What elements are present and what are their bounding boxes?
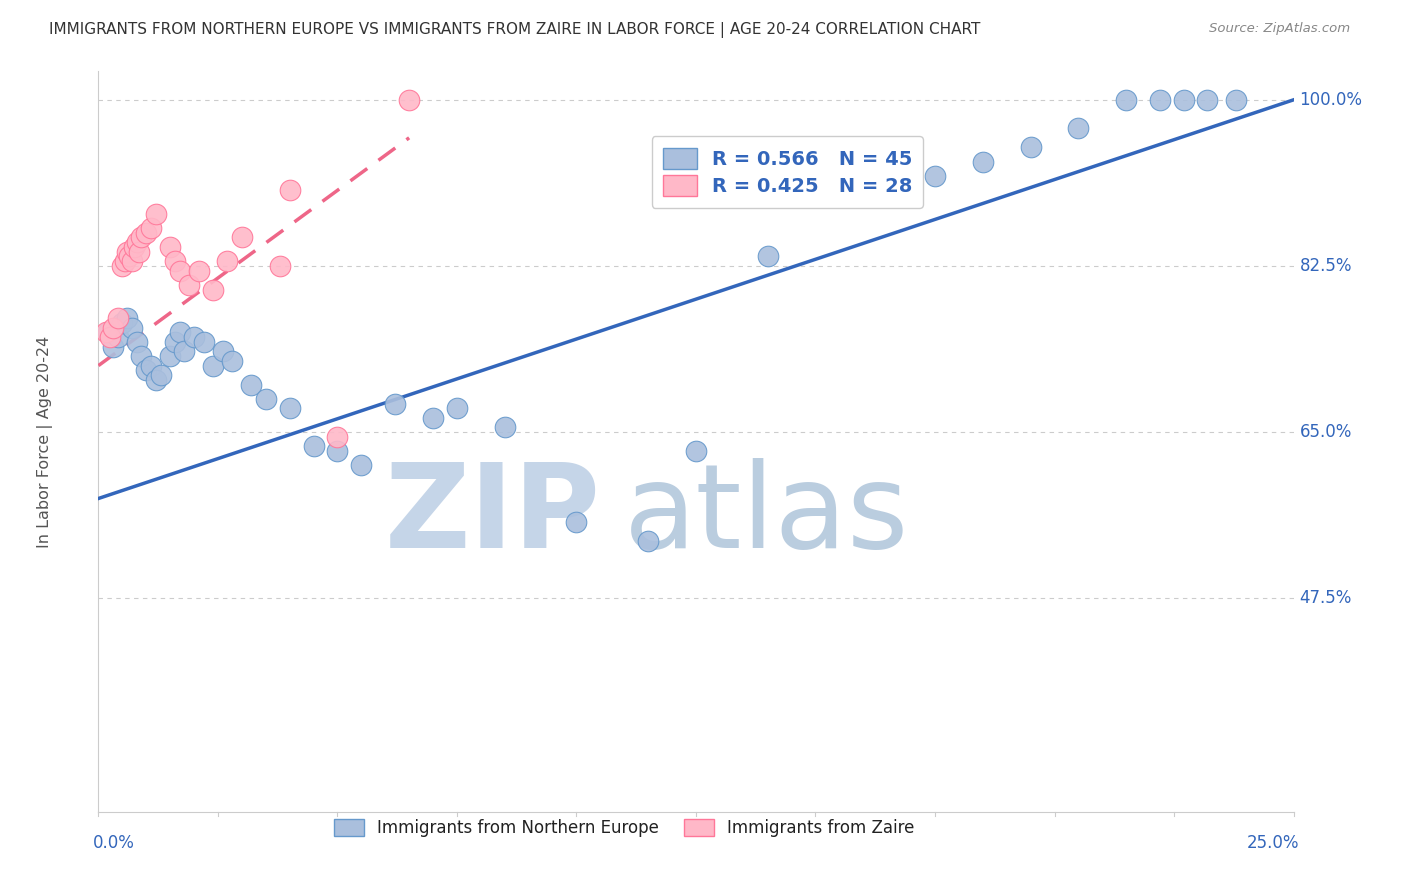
Point — [125, 334, 148, 349]
Point — [145, 207, 167, 221]
Point — [350, 458, 373, 473]
Point — [1197, 93, 1219, 107]
Point — [202, 359, 225, 373]
Point — [1225, 93, 1247, 107]
Point — [278, 401, 301, 416]
Point — [159, 240, 181, 254]
Point — [94, 326, 117, 340]
Point — [202, 283, 225, 297]
Point — [131, 230, 153, 244]
Point — [121, 320, 143, 334]
Point — [398, 93, 420, 107]
Point — [121, 254, 143, 268]
Point — [384, 396, 406, 410]
Text: 25.0%: 25.0% — [1247, 834, 1299, 852]
Point — [1149, 93, 1171, 107]
Point — [924, 169, 946, 183]
Point — [565, 515, 588, 529]
Point — [173, 344, 195, 359]
Text: 100.0%: 100.0% — [1299, 91, 1362, 109]
Point — [135, 226, 157, 240]
Point — [685, 444, 707, 458]
Text: In Labor Force | Age 20-24: In Labor Force | Age 20-24 — [37, 335, 52, 548]
Point — [163, 254, 186, 268]
Point — [756, 250, 779, 264]
Point — [101, 320, 124, 334]
Point — [139, 359, 162, 373]
Point — [159, 349, 181, 363]
Point — [169, 263, 191, 277]
Point — [193, 334, 215, 349]
Point — [107, 311, 129, 326]
Point — [221, 354, 243, 368]
Point — [1019, 140, 1042, 154]
Point — [124, 240, 146, 254]
Point — [149, 368, 172, 383]
Point — [145, 373, 167, 387]
Point — [118, 250, 141, 264]
Point — [326, 430, 349, 444]
Point — [169, 326, 191, 340]
Point — [111, 259, 134, 273]
Point — [139, 221, 162, 235]
Point — [254, 392, 277, 406]
Point — [637, 534, 659, 549]
Point — [135, 363, 157, 377]
Point — [1115, 93, 1137, 107]
Point — [125, 235, 148, 250]
Point — [240, 377, 263, 392]
Text: atlas: atlas — [624, 458, 910, 573]
Legend: Immigrants from Northern Europe, Immigrants from Zaire: Immigrants from Northern Europe, Immigra… — [328, 813, 921, 844]
Point — [269, 259, 291, 273]
Point — [115, 244, 138, 259]
Point — [163, 334, 186, 349]
Point — [1173, 93, 1195, 107]
Point — [446, 401, 468, 416]
Text: ZIP: ZIP — [384, 458, 600, 573]
Point — [278, 183, 301, 197]
Point — [114, 254, 136, 268]
Point — [128, 244, 150, 259]
Point — [422, 410, 444, 425]
Text: 0.0%: 0.0% — [93, 834, 135, 852]
Point — [217, 254, 239, 268]
Text: IMMIGRANTS FROM NORTHERN EUROPE VS IMMIGRANTS FROM ZAIRE IN LABOR FORCE | AGE 20: IMMIGRANTS FROM NORTHERN EUROPE VS IMMIG… — [49, 22, 980, 38]
Point — [111, 316, 134, 330]
Point — [101, 340, 124, 354]
Point — [187, 263, 209, 277]
Text: 47.5%: 47.5% — [1299, 589, 1353, 607]
Point — [302, 439, 325, 453]
Point — [972, 154, 994, 169]
Point — [131, 349, 153, 363]
Point — [231, 230, 253, 244]
Text: 82.5%: 82.5% — [1299, 257, 1353, 275]
Point — [97, 326, 120, 340]
Point — [326, 444, 349, 458]
Point — [115, 311, 138, 326]
Point — [211, 344, 233, 359]
Text: 65.0%: 65.0% — [1299, 423, 1353, 441]
Point — [179, 277, 201, 292]
Point — [852, 178, 875, 193]
Point — [1067, 121, 1090, 136]
Text: Source: ZipAtlas.com: Source: ZipAtlas.com — [1209, 22, 1350, 36]
Point — [183, 330, 205, 344]
Point — [107, 330, 129, 344]
Point — [98, 330, 122, 344]
Point — [494, 420, 516, 434]
